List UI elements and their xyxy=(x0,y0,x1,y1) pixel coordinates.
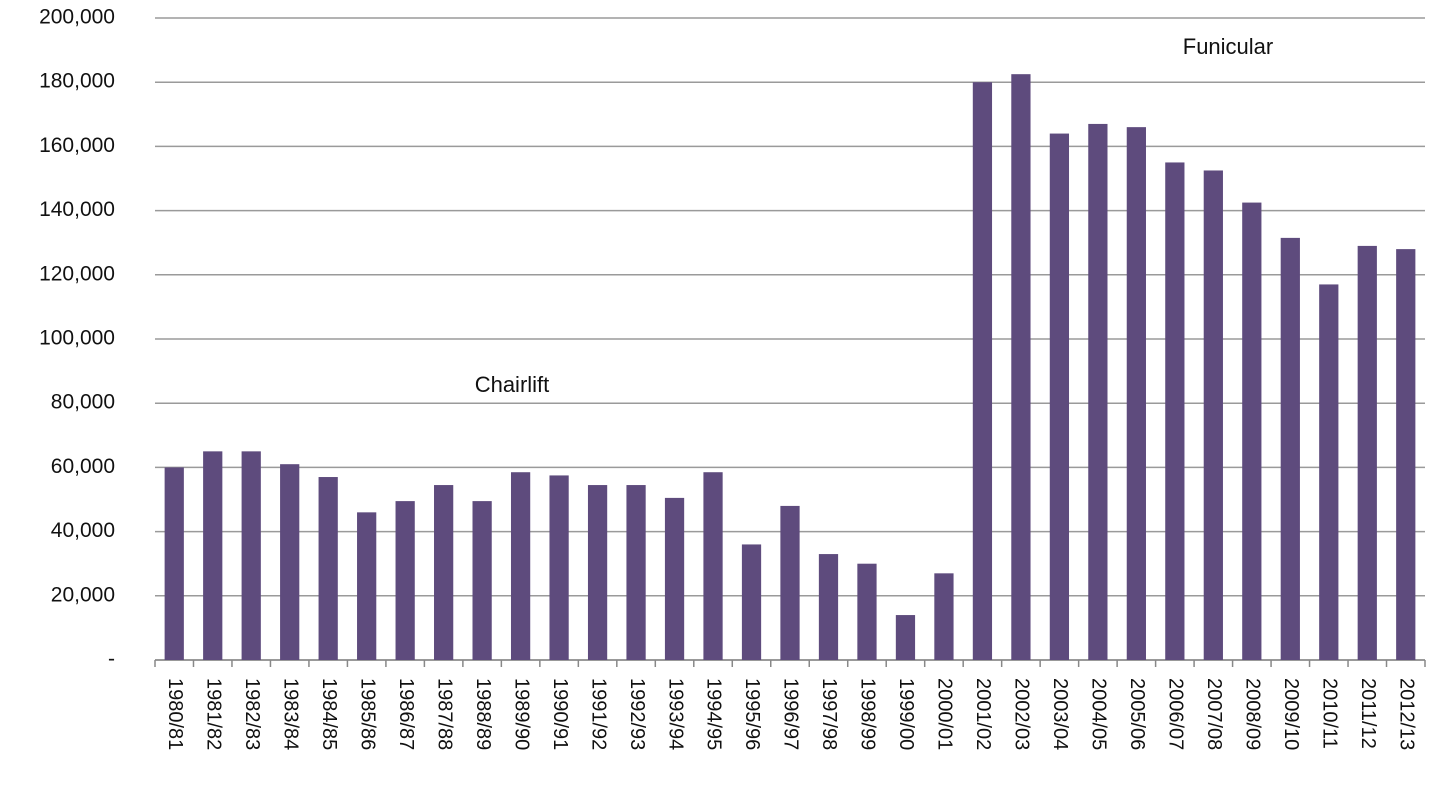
y-tick-label: 180,000 xyxy=(39,70,115,93)
x-tick-label: 1983/84 xyxy=(279,678,301,750)
bar xyxy=(741,544,762,660)
bar xyxy=(241,451,261,660)
x-tick-label: 2008/09 xyxy=(1242,678,1264,750)
y-tick-label: 100,000 xyxy=(39,327,115,350)
x-tick-label: 2009/10 xyxy=(1280,678,1302,750)
x-tick-label: 1987/88 xyxy=(433,678,455,750)
x-tick-label: 1999/00 xyxy=(895,678,917,750)
x-tick-label: 2005/06 xyxy=(1126,678,1148,750)
bar xyxy=(1165,162,1185,660)
bar xyxy=(1357,245,1377,660)
bar xyxy=(1011,74,1031,661)
x-tick-label: 1997/98 xyxy=(818,678,840,750)
bar xyxy=(818,554,839,660)
x-tick-label: 2000/01 xyxy=(934,678,956,750)
x-tick-label: 2012/13 xyxy=(1395,678,1417,750)
y-tick-label: - xyxy=(108,648,115,671)
bar xyxy=(1088,123,1108,661)
x-tick-label: 1989/90 xyxy=(510,678,532,750)
x-tick-label: 2007/08 xyxy=(1203,678,1225,750)
bar xyxy=(395,501,415,660)
bar xyxy=(895,615,916,660)
x-tick-label: 1985/86 xyxy=(356,678,378,750)
y-tick-label: 140,000 xyxy=(39,198,115,221)
y-tick-label: 200,000 xyxy=(39,6,115,29)
bar xyxy=(1049,133,1070,660)
bar xyxy=(280,464,300,660)
bar xyxy=(1203,170,1223,660)
bar xyxy=(587,485,608,660)
x-tick-label: 1993/94 xyxy=(664,678,686,750)
bar xyxy=(703,472,723,660)
bar xyxy=(1242,202,1262,660)
bar xyxy=(972,82,993,660)
bar xyxy=(164,467,184,660)
x-tick-label: 1995/96 xyxy=(741,678,763,750)
x-tick-label: 2003/04 xyxy=(1049,678,1071,750)
bar xyxy=(934,573,954,660)
x-tick-label: 1992/93 xyxy=(626,678,648,750)
bar xyxy=(434,485,454,660)
bar xyxy=(318,477,338,660)
bar xyxy=(1280,237,1300,660)
x-tick-label: 2011/12 xyxy=(1357,678,1379,749)
x-tick-label: 2002/03 xyxy=(1011,678,1033,750)
x-tick-label: 1982/83 xyxy=(241,678,263,750)
bar xyxy=(780,505,800,660)
x-tick-label: 2001/02 xyxy=(972,678,994,750)
x-tick-label: 1990/91 xyxy=(549,678,571,750)
y-tick-label: 20,000 xyxy=(51,583,115,606)
bar xyxy=(857,563,877,660)
x-tick-label: 2006/07 xyxy=(1165,678,1187,750)
bar xyxy=(549,475,569,660)
x-tick-label: 1998/99 xyxy=(857,678,879,750)
x-tick-label: 1984/85 xyxy=(318,678,340,750)
x-tick-label: 1988/89 xyxy=(472,678,494,750)
y-tick-label: 160,000 xyxy=(39,134,115,157)
bar xyxy=(1319,284,1339,660)
bar xyxy=(203,451,223,660)
x-tick-label: 1981/82 xyxy=(202,678,224,750)
annotation: Funicular xyxy=(1183,34,1273,59)
x-tick-label: 2010/11 xyxy=(1319,678,1341,749)
bar xyxy=(664,497,685,660)
bar xyxy=(472,501,492,660)
bar xyxy=(510,472,531,660)
bar xyxy=(357,512,377,660)
x-tick-label: 1986/87 xyxy=(395,678,417,750)
x-tick-label: 1996/97 xyxy=(780,678,802,750)
x-tick-label: 2004/05 xyxy=(1088,678,1110,750)
annotation: Chairlift xyxy=(475,372,550,397)
y-tick-label: 40,000 xyxy=(51,519,115,542)
x-tick-label: 1991/92 xyxy=(587,678,609,750)
y-tick-label: 120,000 xyxy=(39,262,115,285)
bar xyxy=(1396,249,1416,660)
y-tick-label: 60,000 xyxy=(51,455,115,478)
x-tick-label: 1994/95 xyxy=(703,678,725,750)
bar xyxy=(626,485,646,660)
y-tick-label: 80,000 xyxy=(51,391,115,414)
bar xyxy=(1126,127,1146,660)
x-tick-label: 1980/81 xyxy=(164,678,186,750)
